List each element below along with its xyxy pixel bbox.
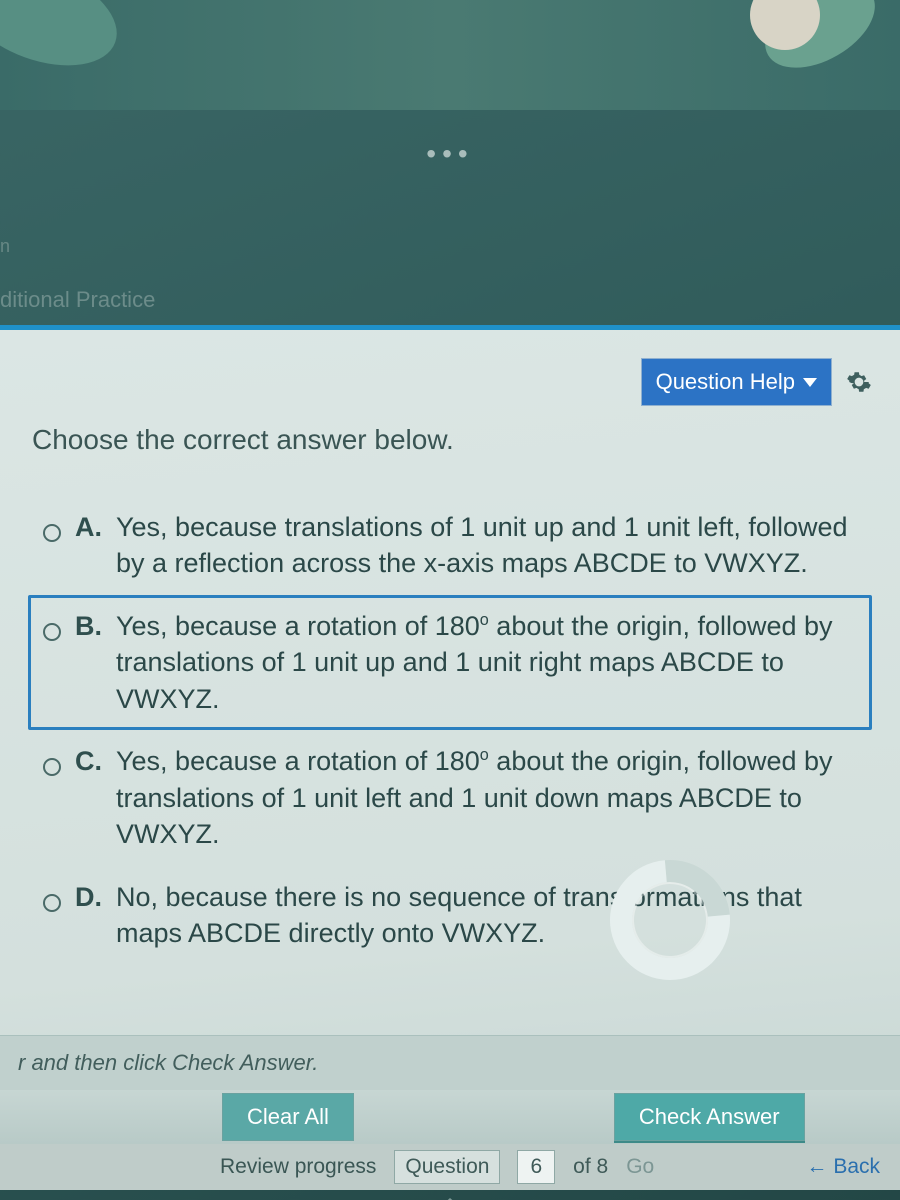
breadcrumb-label[interactable]: ditional Practice [0,287,155,312]
breadcrumb-letter: n [0,236,900,257]
question-prompt: Choose the correct answer below. [32,424,872,456]
question-word: Question [394,1150,500,1184]
option-label: A. [75,509,102,582]
option-d[interactable]: D. No, because there is no sequence of t… [28,866,872,965]
radio-icon [43,749,61,852]
back-button[interactable]: ←Back [806,1155,880,1179]
chevron-down-icon [803,378,817,387]
radio-icon [43,885,61,952]
option-text: No, because there is no sequence of tran… [116,879,857,952]
question-panel: Question Help Choose the correct answer … [0,330,900,1190]
option-text: Yes, because a rotation of 180o about th… [116,608,857,717]
review-progress-button[interactable]: Review progress [220,1155,376,1179]
home-icon[interactable] [436,1196,464,1200]
go-button[interactable]: Go [626,1155,654,1179]
question-help-button[interactable]: Question Help [641,358,832,406]
options-group: A. Yes, because translations of 1 unit u… [28,496,872,964]
question-total: of 8 [573,1155,608,1179]
question-number-input[interactable]: 6 [517,1150,555,1184]
option-c[interactable]: C. Yes, because a rotation of 180o about… [28,730,872,865]
option-label: B. [75,608,102,717]
footer-hint-text: r and then click Check Answer. [18,1050,318,1075]
breadcrumb-bar: n ditional Practice [0,218,900,330]
background-photo-strip [0,0,900,110]
option-b[interactable]: B. Yes, because a rotation of 180o about… [28,595,872,730]
arrow-left-icon: ← [806,1155,827,1178]
overflow-dots-icon[interactable]: ••• [0,110,900,170]
radio-icon [43,515,61,582]
radio-icon [43,614,61,717]
clear-all-button[interactable]: Clear All [222,1093,354,1141]
option-text: Yes, because a rotation of 180o about th… [116,743,857,852]
footer-button-row: Clear All Check Answer [0,1090,900,1144]
option-text: Yes, because translations of 1 unit up a… [116,509,857,582]
status-bar: Review progress Question 6 of 8 Go ←Back [0,1144,900,1190]
option-label: C. [75,743,102,852]
help-row: Question Help [28,358,872,406]
footer-hint-bar: r and then click Check Answer. [0,1035,900,1090]
check-answer-button[interactable]: Check Answer [614,1093,805,1141]
option-label: D. [75,879,102,952]
question-help-label: Question Help [656,369,795,395]
option-a[interactable]: A. Yes, because translations of 1 unit u… [28,496,872,595]
gear-icon[interactable] [846,369,872,395]
